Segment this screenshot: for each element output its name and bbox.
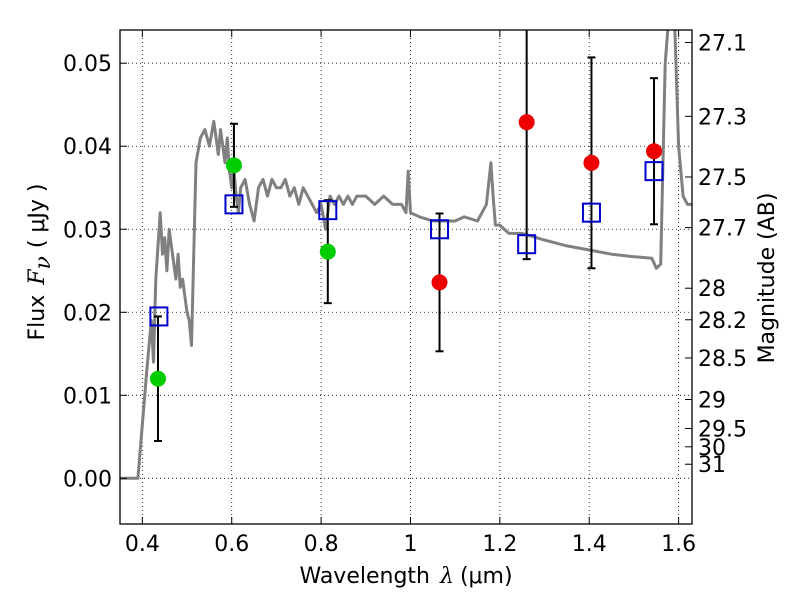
sed-model-layer	[120, 30, 692, 480]
x-tick-label: 0.6	[214, 532, 249, 557]
x-tick-label: 0.4	[125, 532, 160, 557]
green-data-point	[225, 157, 242, 174]
y2-tick-label: 29.5	[698, 418, 747, 443]
markers-layer	[149, 114, 664, 387]
error-bars-layer	[153, 30, 659, 442]
y2-tick-label: 30	[698, 436, 726, 461]
x-tick-label: 1.4	[572, 532, 607, 557]
x-axis-symbol: λ	[439, 564, 454, 589]
y2-tick-label: 28.2	[698, 309, 747, 334]
sed-model-line	[120, 30, 692, 480]
y2-tick-label: 27.7	[698, 217, 747, 242]
y-axis-unit: ( μJy )	[25, 183, 50, 248]
x-tick-label: 1.2	[482, 532, 517, 557]
grid-lines	[120, 30, 692, 524]
green-data-point	[319, 243, 336, 260]
model-flux-square	[644, 161, 664, 182]
x-axis-label: Wavelength λ (μm)	[299, 564, 512, 589]
green-data-point	[149, 370, 166, 387]
plot-frame	[119, 29, 693, 525]
y-tick-label: 0.00	[63, 467, 112, 492]
model-flux-square	[149, 306, 169, 327]
model-flux-square	[581, 202, 601, 223]
model-flux-square	[318, 200, 338, 221]
x-axis-label-text: Wavelength	[299, 564, 430, 589]
x-tick-label: 1.6	[661, 532, 696, 557]
y-axis-subscript: ν	[31, 256, 56, 269]
y2-tick-label: 31	[698, 453, 726, 478]
red-data-point	[518, 114, 535, 131]
y2-tick-label: 29	[698, 388, 726, 413]
red-data-point	[646, 143, 663, 160]
y-tick-label: 0.03	[63, 218, 112, 243]
y-tick-label: 0.01	[63, 384, 112, 409]
x-tick-label: 0.8	[304, 532, 339, 557]
model-flux-square	[517, 234, 537, 255]
y2-tick-label: 28.5	[698, 347, 747, 372]
y-tick-label: 0.05	[63, 52, 112, 77]
y-axis-symbol: F	[25, 269, 50, 286]
y-tick-label: 0.04	[63, 135, 112, 160]
y2-tick-label: 28	[698, 277, 726, 302]
y2-tick-label: 27.1	[698, 31, 747, 56]
x-tick-label: 1	[403, 532, 417, 557]
y-axis-label-text: Flux	[25, 295, 50, 341]
red-data-point	[583, 154, 600, 171]
y-tick-label: 0.02	[63, 301, 112, 326]
y-axis-label: Flux Fν ( μJy )	[25, 183, 56, 340]
red-data-point	[431, 274, 448, 291]
model-flux-square	[224, 194, 244, 215]
y2-tick-label: 27.3	[698, 105, 747, 130]
x-axis-unit: (μm)	[460, 564, 513, 589]
model-flux-square	[430, 219, 450, 240]
y2-tick-label: 27.5	[698, 166, 747, 191]
ticks-layer: 0.4 0.6 0.8 1 1.2 1.4 1.6 0.00 0.01 0.02 0.03 0.04 0…	[63, 30, 747, 557]
secondary-y-axis-label: Magnitude (AB)	[755, 193, 780, 364]
